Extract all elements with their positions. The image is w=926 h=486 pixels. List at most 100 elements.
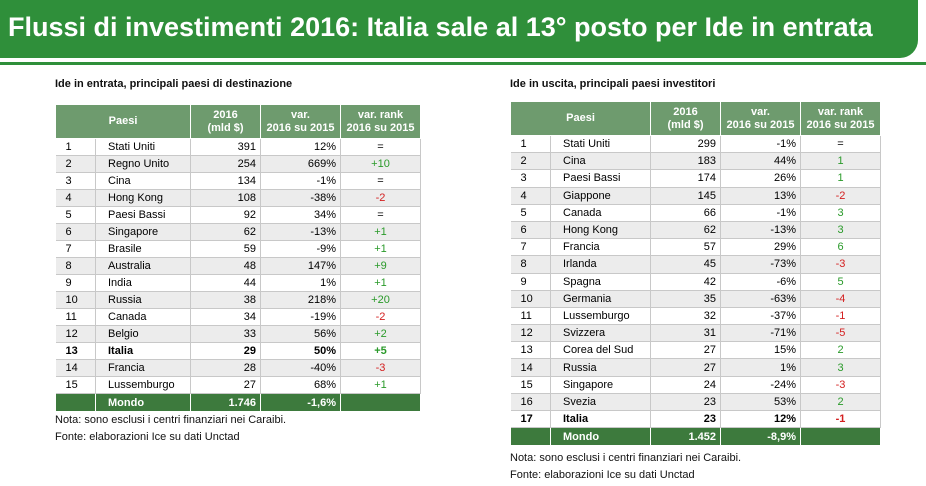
table-row: 5 Canada 66 -1% 3	[510, 204, 881, 222]
data-table: Paesi 2016 (mld $) var. 2016 su 2015 var. ran…	[510, 101, 881, 447]
table-cell: 1%	[720, 358, 801, 377]
table-cell: Francia	[550, 238, 651, 257]
table-cell: Stati Uniti	[95, 138, 191, 156]
table-cell: 1.452	[650, 427, 721, 447]
table-cell: +5	[340, 342, 421, 360]
table-cell: 1	[55, 138, 96, 156]
table-note: Nota: sono esclusi i centri finanziari n…	[55, 414, 287, 426]
table-cell: Italia	[95, 342, 191, 360]
table-cell: Brasile	[95, 240, 191, 258]
table-cell: 35	[650, 290, 721, 308]
header-line: var.	[291, 108, 310, 121]
table-cell: 53%	[720, 393, 801, 412]
table-cell: 13	[510, 341, 551, 360]
table-cell: +2	[340, 325, 421, 343]
table-cell: 15%	[720, 341, 801, 360]
table-cell: Svezia	[550, 393, 651, 412]
table-cell: Cina	[550, 152, 651, 171]
table-row: 7 Francia 57 29% 6	[510, 238, 881, 257]
table-cell: Russia	[550, 358, 651, 377]
table-cell: 29	[190, 342, 261, 360]
table-cell	[510, 427, 551, 447]
header-line: var.	[751, 105, 770, 118]
table-cell: 57	[650, 238, 721, 257]
table-cell: 183	[650, 152, 721, 171]
table-row: 16 Svezia 23 53% 2	[510, 393, 881, 412]
table-cell: 7	[55, 240, 96, 258]
table-cell: 14	[510, 358, 551, 377]
header-line: 2016	[673, 105, 698, 118]
table-cell: 12	[510, 324, 551, 343]
table-cell: -40%	[260, 359, 341, 377]
table-cell: 2	[800, 341, 881, 360]
table-cell: 6	[510, 221, 551, 240]
table-cell: 31	[650, 324, 721, 343]
table-cell: Singapore	[550, 376, 651, 394]
table-row: 13 Italia 29 50% +5	[55, 342, 421, 360]
table-cell: 32	[650, 307, 721, 326]
table-cell: 15	[55, 376, 96, 394]
table-cell: 11	[55, 308, 96, 326]
table-row: 9 India 44 1% +1	[55, 274, 421, 292]
table-cell: Regno Unito	[95, 155, 191, 173]
table-cell: Stati Uniti	[550, 135, 651, 154]
header-line: 2016 su 2015	[726, 118, 795, 131]
table-cell: Russia	[95, 291, 191, 309]
table-cell: 6	[800, 238, 881, 257]
table-cell: -9%	[260, 240, 341, 258]
table-cell: 34	[190, 308, 261, 326]
table-cell: Irlanda	[550, 255, 651, 274]
header-row: Paesi 2016 (mld $) var. 2016 su 2015 var. ran…	[510, 101, 881, 136]
table-cell: 27	[650, 341, 721, 360]
table-cell: +1	[340, 240, 421, 258]
table-cell	[800, 427, 881, 447]
table-cell: 62	[190, 223, 261, 241]
table-cell: 50%	[260, 342, 341, 360]
table-cell: Lussemburgo	[95, 376, 191, 394]
table-cell: 108	[190, 189, 261, 207]
table-cell: =	[340, 138, 421, 156]
table-cell: Paesi Bassi	[550, 169, 651, 188]
table-cell: 48	[190, 257, 261, 275]
table-cell	[55, 393, 96, 412]
table-cell: -1	[800, 410, 881, 429]
table-cell: 2	[510, 152, 551, 171]
table-cell: 11	[510, 307, 551, 326]
table-cell: 33	[190, 325, 261, 343]
table-cell: -1,6%	[260, 393, 341, 412]
table-title: Ide in uscita, principali paesi investit…	[510, 78, 716, 90]
table-row: 12 Belgio 33 56% +2	[55, 325, 421, 343]
table-cell: 12%	[720, 410, 801, 429]
table-cell: +20	[340, 291, 421, 309]
table-cell: -2	[340, 308, 421, 326]
table-row: 7 Brasile 59 -9% +1	[55, 240, 421, 258]
table-cell: 28	[190, 359, 261, 377]
table-cell: 2	[55, 155, 96, 173]
header-line: Paesi	[108, 115, 138, 127]
table-cell: 7	[510, 238, 551, 257]
header-line: (mld $)	[207, 121, 244, 134]
table-row: 15 Lussemburgo 27 68% +1	[55, 376, 421, 394]
table-cell: -8,9%	[720, 427, 801, 447]
table-cell: 3	[800, 358, 881, 377]
table-cell: 44	[190, 274, 261, 292]
table-cell: =	[340, 206, 421, 224]
table-cell: 299	[650, 135, 721, 154]
column-header: var. 2016 su 2015	[260, 104, 341, 139]
table-cell: +10	[340, 155, 421, 173]
table-cell: 1	[800, 152, 881, 171]
table-cell: -37%	[720, 307, 801, 326]
table-cell: 27	[650, 358, 721, 377]
table-cell: -3	[800, 255, 881, 274]
table-cell: =	[800, 135, 881, 154]
table-cell: 15	[510, 376, 551, 394]
column-header: Paesi	[55, 104, 191, 139]
table-cell: -6%	[720, 273, 801, 291]
table-cell: -1%	[260, 172, 341, 190]
table-row: 4 Giappone 145 13% -2	[510, 187, 881, 205]
column-header: var. 2016 su 2015	[720, 101, 801, 136]
table-row: 3 Cina 134 -1% =	[55, 172, 421, 190]
table-cell: Cina	[95, 172, 191, 190]
column-header: var. rank 2016 su 2015	[800, 101, 881, 136]
table-row: 1 Stati Uniti 299 -1% =	[510, 135, 881, 154]
